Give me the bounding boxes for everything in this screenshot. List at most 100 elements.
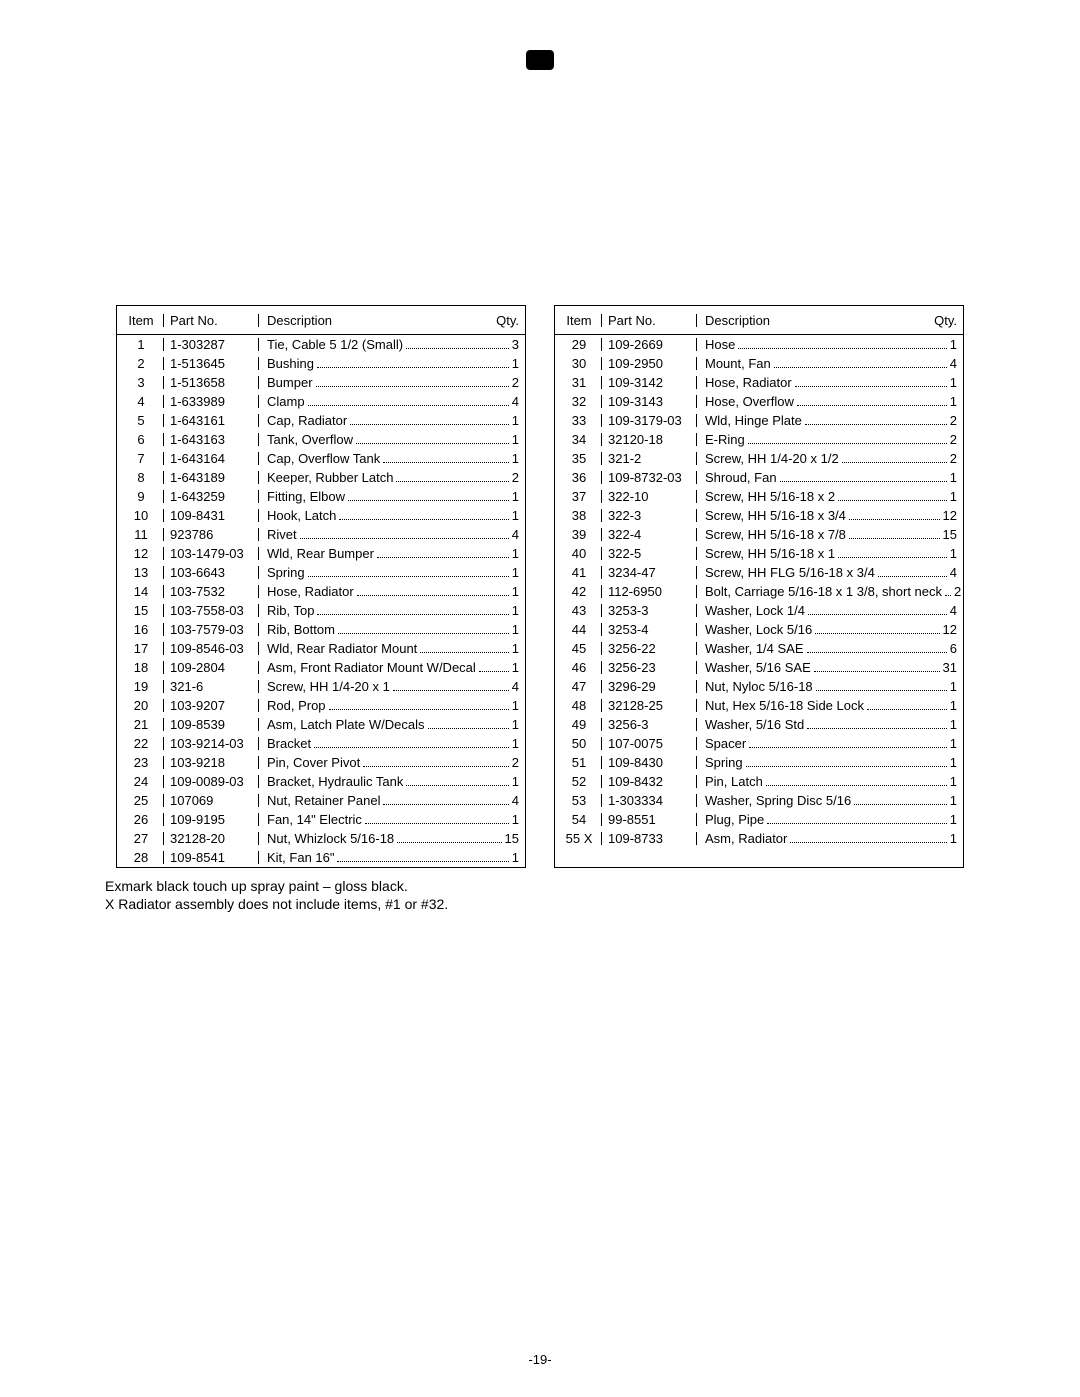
cell-item: 6 <box>121 433 164 446</box>
cell-qty: 1 <box>512 566 519 579</box>
cell-description: Screw, HH 5/16-18 x 3/412 <box>697 509 957 523</box>
cell-qty: 4 <box>950 357 957 370</box>
table-row: 15103-7558-03Rib, Top1 <box>117 601 525 620</box>
cell-description: Nut, Whizlock 5/16-1815 <box>259 832 519 846</box>
leader-dots <box>814 661 940 671</box>
cell-description: Keeper, Rubber Latch2 <box>259 471 519 485</box>
table-row: 41-633989Clamp4 <box>117 392 525 411</box>
desc-text: Pin, Cover Pivot <box>267 756 360 769</box>
leader-dots <box>805 414 947 424</box>
leader-dots <box>357 585 509 595</box>
desc-text: Plug, Pipe <box>705 813 764 826</box>
table-row: 61-643163Tank, Overflow1 <box>117 430 525 449</box>
table-row: 26109-9195Fan, 14" Electric1 <box>117 810 525 829</box>
desc-text: Asm, Front Radiator Mount W/Decal <box>267 661 476 674</box>
cell-partno: 109-8733 <box>602 832 697 845</box>
table-row: 14103-7532Hose, Radiator1 <box>117 582 525 601</box>
table-row: 453256-22Washer, 1/4 SAE6 <box>555 639 963 658</box>
cell-qty: 1 <box>512 851 519 864</box>
cell-qty: 6 <box>950 642 957 655</box>
cell-description: Cap, Overflow Tank1 <box>259 452 519 466</box>
leader-dots <box>854 794 947 804</box>
desc-text: Screw, HH 1/4-20 x 1 <box>267 680 390 693</box>
cell-item: 36 <box>559 471 602 484</box>
cell-item: 50 <box>559 737 602 750</box>
cell-description: Spacer1 <box>697 737 957 751</box>
desc-text: Shroud, Fan <box>705 471 777 484</box>
cell-item: 41 <box>559 566 602 579</box>
leader-dots <box>350 414 509 424</box>
cell-partno: 107-0075 <box>602 737 697 750</box>
cell-partno: 103-1479-03 <box>164 547 259 560</box>
cell-item: 7 <box>121 452 164 465</box>
cell-partno: 3256-23 <box>602 661 697 674</box>
desc-text: Hose <box>705 338 735 351</box>
desc-header-label: Description <box>267 314 332 327</box>
desc-text: Spring <box>705 756 743 769</box>
cell-partno: 32128-20 <box>164 832 259 845</box>
table-row: 3432120-18E-Ring2 <box>555 430 963 449</box>
table-row: 20103-9207Rod, Prop1 <box>117 696 525 715</box>
cell-description: Screw, HH 5/16-18 x 21 <box>697 490 957 504</box>
leader-dots <box>807 718 947 728</box>
desc-text: Keeper, Rubber Latch <box>267 471 393 484</box>
cell-qty: 4 <box>512 395 519 408</box>
cell-item: 29 <box>559 338 602 351</box>
cell-description: Washer, 5/16 Std1 <box>697 718 957 732</box>
cell-description: Rib, Top1 <box>259 604 519 618</box>
desc-text: Washer, 5/16 Std <box>705 718 804 731</box>
cell-description: Fan, 14" Electric1 <box>259 813 519 827</box>
table-row: 38322-3Screw, HH 5/16-18 x 3/412 <box>555 506 963 525</box>
cell-qty: 1 <box>512 509 519 522</box>
table-row: 51-643161Cap, Radiator1 <box>117 411 525 430</box>
cell-description: Bracket, Hydraulic Tank1 <box>259 775 519 789</box>
table-row: 91-643259Fitting, Elbow1 <box>117 487 525 506</box>
table-header: Item Part No. Description Qty. <box>555 306 963 335</box>
desc-text: Washer, Lock 1/4 <box>705 604 805 617</box>
leader-dots <box>746 756 947 766</box>
cell-item: 3 <box>121 376 164 389</box>
leader-dots <box>396 471 508 481</box>
cell-qty: 2 <box>954 585 961 598</box>
desc-text: Nut, Hex 5/16-18 Side Lock <box>705 699 864 712</box>
cell-item: 33 <box>559 414 602 427</box>
leader-dots <box>356 433 509 443</box>
cell-item: 23 <box>121 756 164 769</box>
cell-qty: 1 <box>512 642 519 655</box>
cell-partno: 109-2669 <box>602 338 697 351</box>
col-item-header: Item <box>559 314 602 327</box>
cell-description: Wld, Rear Bumper1 <box>259 547 519 561</box>
cell-qty: 1 <box>950 338 957 351</box>
desc-text: Bracket <box>267 737 311 750</box>
cell-item: 55 X <box>559 832 602 845</box>
cell-description: Asm, Latch Plate W/Decals1 <box>259 718 519 732</box>
desc-text: Hook, Latch <box>267 509 336 522</box>
leader-dots <box>383 794 508 804</box>
cell-item: 11 <box>121 528 164 541</box>
cell-item: 12 <box>121 547 164 560</box>
cell-item: 21 <box>121 718 164 731</box>
footnotes: Exmark black touch up spray paint – glos… <box>0 868 1080 912</box>
desc-text: Spring <box>267 566 305 579</box>
leader-dots <box>308 395 509 405</box>
leader-dots <box>766 775 947 785</box>
table-row: 4832128-25Nut, Hex 5/16-18 Side Lock1 <box>555 696 963 715</box>
cell-partno: 109-8430 <box>602 756 697 769</box>
parts-table-left: Item Part No. Description Qty. 11-303287… <box>116 305 526 868</box>
desc-text: Cap, Radiator <box>267 414 347 427</box>
cell-partno: 107069 <box>164 794 259 807</box>
desc-text: Rib, Bottom <box>267 623 335 636</box>
cell-description: Asm, Radiator1 <box>697 832 957 846</box>
cell-qty: 31 <box>943 661 957 674</box>
table-row: 493256-3Washer, 5/16 Std1 <box>555 715 963 734</box>
cell-partno: 109-2950 <box>602 357 697 370</box>
desc-text: Screw, HH FLG 5/16-18 x 3/4 <box>705 566 875 579</box>
cell-item: 39 <box>559 528 602 541</box>
desc-text: Mount, Fan <box>705 357 771 370</box>
cell-qty: 4 <box>950 566 957 579</box>
leader-dots <box>316 376 509 386</box>
table-row: 13103-6643Spring1 <box>117 563 525 582</box>
cell-description: Rib, Bottom1 <box>259 623 519 637</box>
cell-partno: 109-9195 <box>164 813 259 826</box>
desc-text: Rib, Top <box>267 604 314 617</box>
